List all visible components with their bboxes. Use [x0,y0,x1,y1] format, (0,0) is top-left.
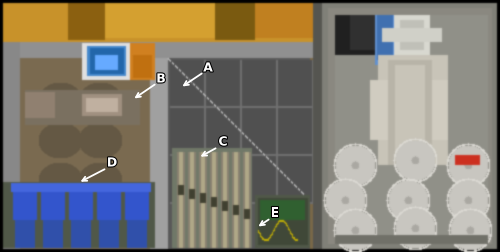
Text: D: D [107,156,117,170]
Text: C: C [218,136,228,148]
Text: E: E [271,206,279,219]
Text: B: B [156,73,166,85]
Text: A: A [203,61,213,75]
